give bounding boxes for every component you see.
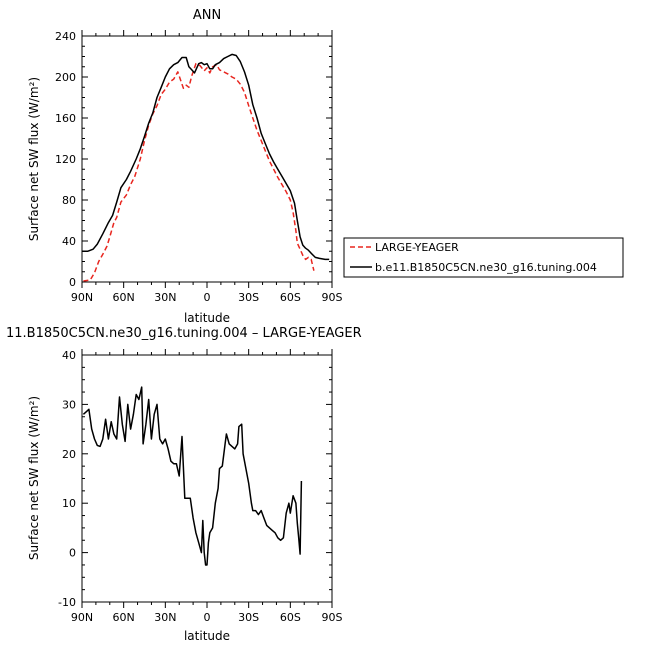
legend: LARGE-YEAGER b.e11.B1850C5CN.ne30_g16.tu… xyxy=(343,237,624,278)
bottom-chart-title: 11.B1850C5CN.ne30_g16.tuning.004 – LARGE… xyxy=(6,326,362,341)
y-tick-label: 160 xyxy=(55,112,76,125)
y-tick-label: 240 xyxy=(55,30,76,43)
legend-box xyxy=(343,237,624,278)
x-tick-label: 60N xyxy=(113,611,135,624)
x-tick-label: 0 xyxy=(204,291,211,304)
x-tick-label: 90N xyxy=(71,611,93,624)
top-plot-frame xyxy=(81,35,333,283)
bottom-plot-frame xyxy=(81,354,333,603)
top-chart: ANN 0 40 80 120 160 200 240 90N 60N 30N 0 30S 60S 90S… xyxy=(27,8,343,325)
x-tick-label: 60S xyxy=(280,291,301,304)
x-tick-label: 0 xyxy=(204,611,211,624)
series-line-large-yeager xyxy=(83,62,315,282)
bottom-x-axis-label: latitude xyxy=(184,629,230,643)
series-line-b-e11-b1850c5cn-ne30-g16-tuning-004 xyxy=(82,53,330,261)
top-y-axis-label: Surface net SW flux (W/m²) xyxy=(27,77,41,241)
bottom-chart: 11.B1850C5CN.ne30_g16.tuning.004 – LARGE… xyxy=(6,326,362,643)
x-tick-label: 60N xyxy=(113,291,135,304)
top-chart-title: ANN xyxy=(193,8,221,23)
y-tick-label: -10 xyxy=(58,596,76,609)
y-tick-label: 40 xyxy=(62,349,76,362)
y-tick-label: 200 xyxy=(55,71,76,84)
y-tick-label: 0 xyxy=(69,276,76,289)
difference-series-line xyxy=(82,386,303,566)
y-tick-label: 80 xyxy=(62,194,76,207)
x-tick-label: 30S xyxy=(238,291,259,304)
x-tick-label: 90N xyxy=(71,291,93,304)
y-tick-label: 10 xyxy=(62,497,76,510)
x-tick-label: 60S xyxy=(280,611,301,624)
y-tick-label: 40 xyxy=(62,235,76,248)
y-tick-label: 20 xyxy=(62,448,76,461)
x-tick-label: 90S xyxy=(322,611,343,624)
bottom-y-axis-label: Surface net SW flux (W/m²) xyxy=(27,396,41,560)
x-tick-label: 30N xyxy=(154,611,176,624)
x-tick-label: 30N xyxy=(154,291,176,304)
y-tick-label: 30 xyxy=(62,398,76,411)
legend-entry-large-yeager: LARGE-YEAGER xyxy=(375,241,459,254)
legend-entry-model: b.e11.B1850C5CN.ne30_g16.tuning.004 xyxy=(375,261,597,274)
top-x-axis-label: latitude xyxy=(184,311,230,325)
x-tick-label: 30S xyxy=(238,611,259,624)
y-tick-label: 120 xyxy=(55,153,76,166)
x-tick-label: 90S xyxy=(322,291,343,304)
y-tick-label: 0 xyxy=(69,547,76,560)
